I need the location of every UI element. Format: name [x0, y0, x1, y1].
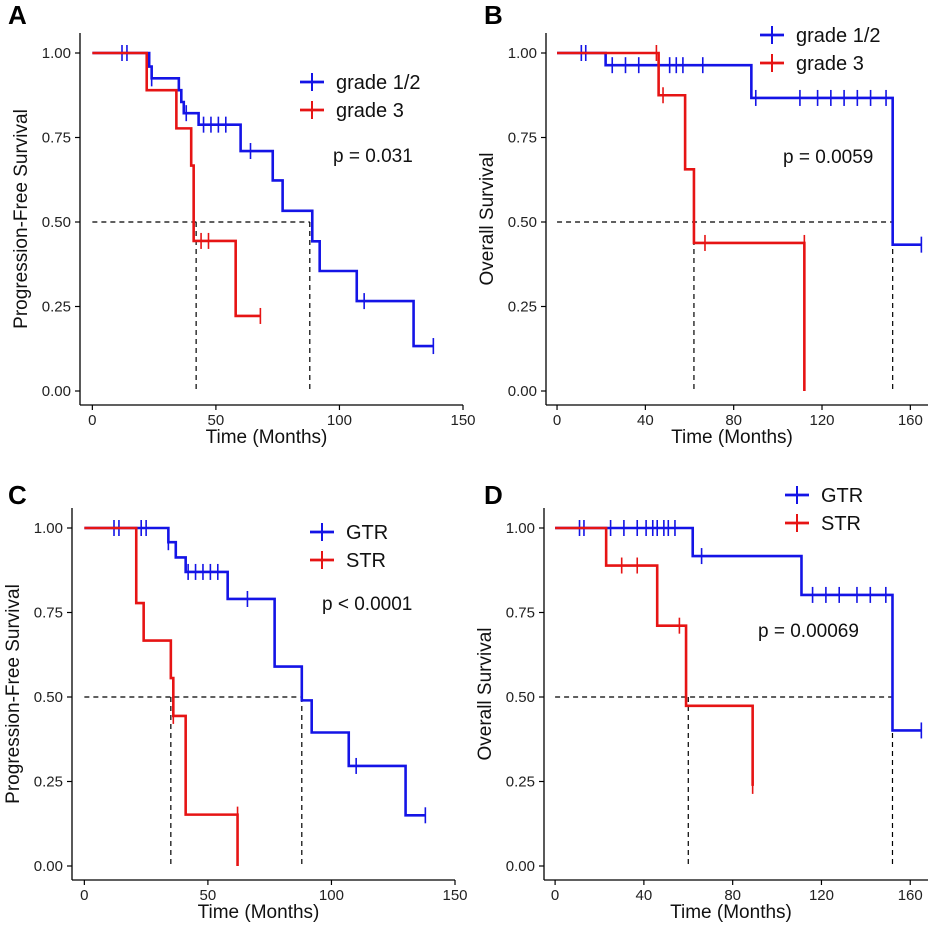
x-tick-label: 50	[200, 887, 217, 904]
legend-item: GTR	[785, 485, 863, 507]
y-axis-title: Progression-Free Survival	[3, 584, 24, 804]
y-tick-label: 0.00	[34, 858, 63, 875]
y-tick-label: 0.50	[508, 214, 537, 231]
y-tick-label: 1.00	[506, 520, 535, 537]
y-tick-label: 0.50	[506, 689, 535, 706]
y-tick-label: 0.75	[42, 130, 71, 147]
y-tick-label: 0.25	[42, 299, 71, 316]
y-tick-label: 0.25	[506, 774, 535, 791]
legend-item: grade 1/2	[300, 72, 421, 94]
panel-c: C 0.00 0.25 0.50 0.75 1.00 0 50 100 150 Time (Mont…	[3, 480, 468, 923]
curve-grade-1-2	[92, 51, 434, 348]
x-tick-label: 100	[319, 887, 344, 904]
x-tick-label: 0	[80, 887, 88, 904]
legend-item: grade 3	[300, 100, 404, 122]
legend-label: GTR	[346, 522, 388, 544]
x-axis-title: Time (Months)	[670, 902, 792, 923]
curve-str	[84, 526, 239, 866]
panel-letter: D	[484, 480, 503, 510]
x-tick-label: 80	[725, 412, 742, 429]
y-tick-label: 0.75	[508, 130, 537, 147]
p-value-label: p = 0.031	[333, 146, 413, 167]
x-tick-label: 160	[898, 887, 923, 904]
p-value-label: p = 0.0059	[783, 147, 873, 168]
legend-item: grade 1/2	[760, 25, 881, 47]
x-axis-title: Time (Months)	[198, 902, 320, 923]
curve-gtr	[555, 526, 922, 732]
x-tick-label: 150	[450, 412, 475, 429]
x-tick-label: 40	[636, 887, 653, 904]
legend-label: STR	[821, 513, 861, 535]
legend-label: grade 1/2	[336, 72, 421, 94]
legend-item: grade 3	[760, 53, 864, 75]
curve-grade-3	[92, 51, 261, 318]
legend-item: GTR	[310, 522, 388, 544]
x-tick-label: 0	[553, 412, 561, 429]
x-axis-title: Time (Months)	[206, 427, 328, 448]
x-tick-label: 80	[724, 887, 741, 904]
x-tick-label: 50	[208, 412, 225, 429]
legend-label: grade 1/2	[796, 25, 881, 47]
legend-label: grade 3	[336, 100, 404, 122]
y-tick-label: 0.00	[508, 383, 537, 400]
y-tick-label: 1.00	[42, 45, 71, 62]
x-tick-label: 120	[809, 412, 834, 429]
legend-label: grade 3	[796, 53, 864, 75]
panel-letter: A	[8, 0, 27, 30]
legend-item: STR	[310, 550, 386, 572]
curve-grade-3	[557, 51, 806, 391]
p-value-label: p = 0.00069	[758, 621, 859, 642]
x-tick-label: 100	[327, 412, 352, 429]
x-tick-label: 40	[637, 412, 654, 429]
legend-label: GTR	[821, 485, 863, 507]
y-tick-label: 1.00	[508, 45, 537, 62]
x-axis-title: Time (Months)	[671, 427, 793, 448]
y-tick-label: 0.75	[34, 605, 63, 622]
legend-label: STR	[346, 550, 386, 572]
x-tick-label: 120	[809, 887, 834, 904]
p-value-label: p < 0.0001	[322, 594, 412, 615]
y-tick-label: 0.50	[42, 214, 71, 231]
y-tick-label: 0.00	[506, 858, 535, 875]
x-tick-label: 160	[898, 412, 923, 429]
curve-str	[555, 526, 754, 786]
panel-letter: C	[8, 480, 27, 510]
y-axis-title: Overall Survival	[475, 627, 496, 760]
legend-item: STR	[785, 513, 861, 535]
curve-gtr	[84, 526, 426, 817]
y-tick-label: 0.00	[42, 383, 71, 400]
y-tick-label: 0.25	[34, 774, 63, 791]
panel-a: A 0.00 0.25 0.50 0.75 1.00 0 50 100 150 Time (Mont…	[8, 0, 476, 448]
y-axis-title: Overall Survival	[477, 152, 498, 285]
x-tick-label: 150	[442, 887, 467, 904]
y-axis-title: Progression-Free Survival	[11, 109, 32, 329]
panel-letter: B	[484, 0, 503, 30]
panel-b: B 0.00 0.25 0.50 0.75 1.00 0 40 80 120 160 Time (Mo…	[477, 0, 928, 448]
x-tick-label: 0	[551, 887, 559, 904]
y-tick-label: 0.50	[34, 689, 63, 706]
curve-grade-1-2	[557, 51, 922, 246]
x-tick-label: 0	[88, 412, 96, 429]
panel-d: D 0.00 0.25 0.50 0.75 1.00 0 40 80 120 160 Time (Mo…	[475, 480, 928, 923]
y-tick-label: 0.25	[508, 299, 537, 316]
y-tick-label: 0.75	[506, 605, 535, 622]
y-tick-label: 1.00	[34, 520, 63, 537]
